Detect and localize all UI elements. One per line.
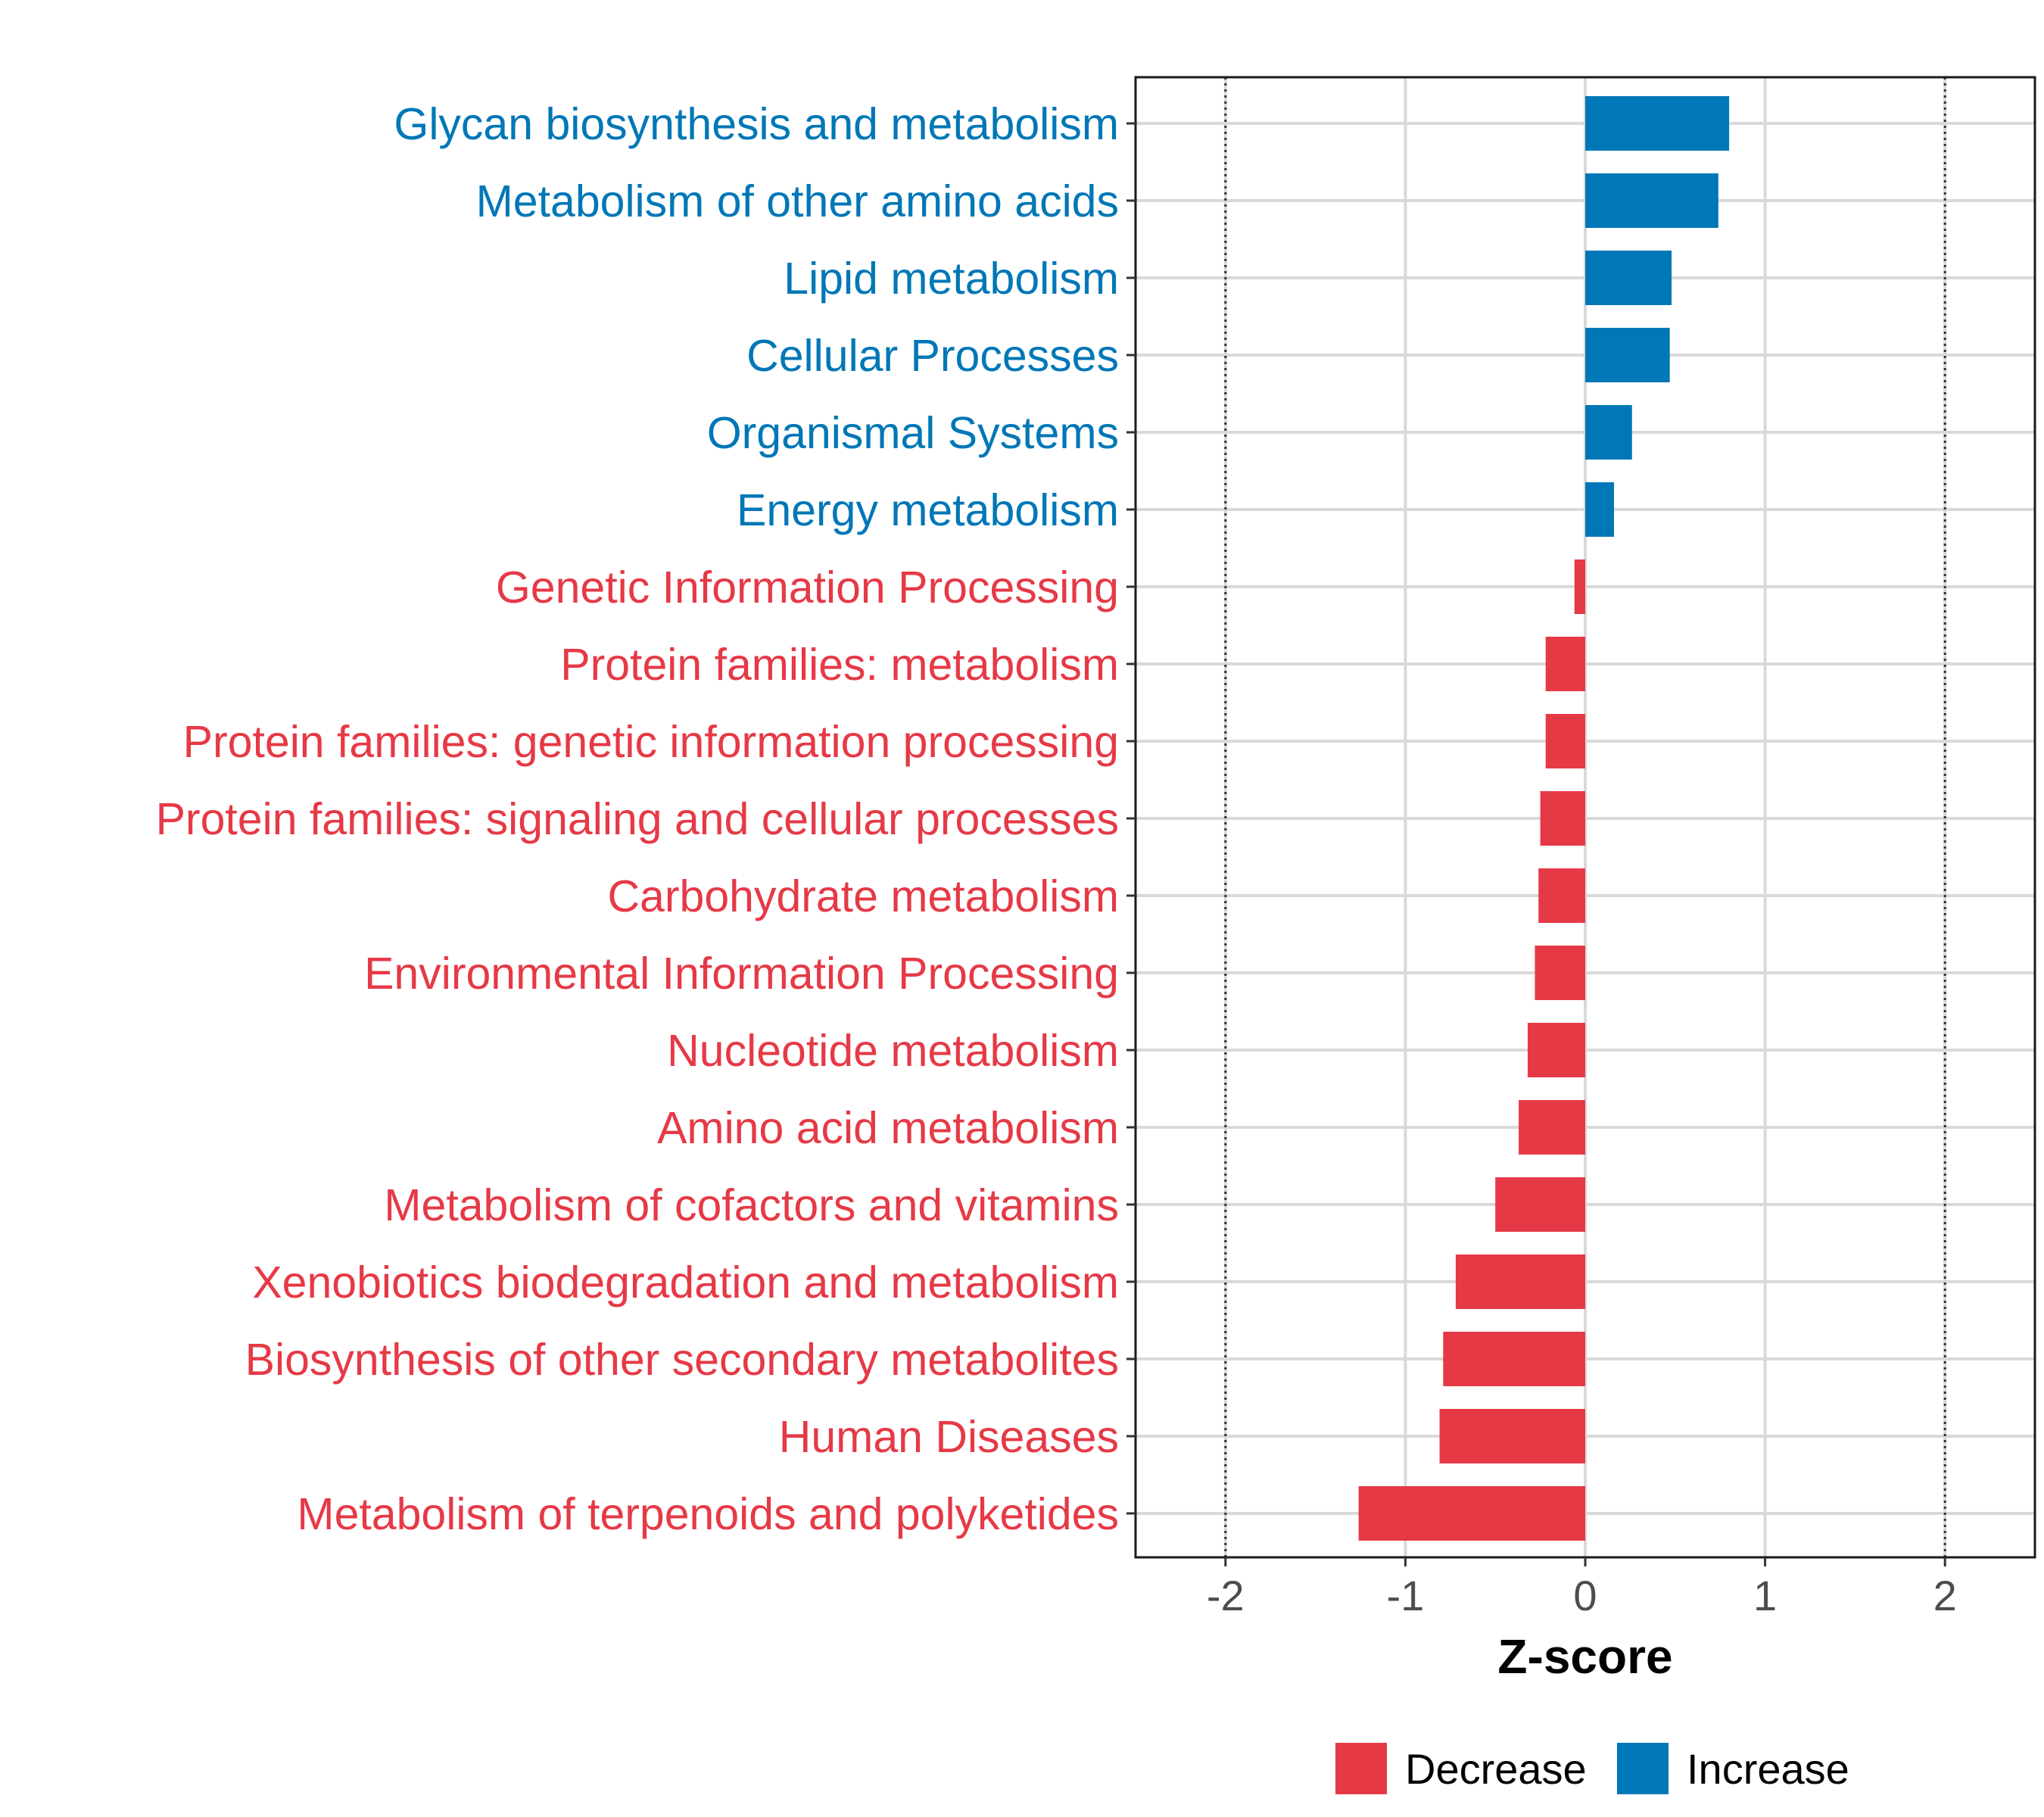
category-label-11: Environmental Information Processing <box>364 949 1119 999</box>
bar-4 <box>1585 405 1632 460</box>
legend-label-decrease: Decrease <box>1405 1745 1587 1793</box>
bar-3 <box>1585 328 1670 382</box>
bar-18 <box>1358 1486 1585 1541</box>
x-tick-label-3: 1 <box>1753 1572 1777 1619</box>
category-label-6: Genetic Information Processing <box>496 563 1119 612</box>
x-tick-label-1: -1 <box>1387 1572 1425 1619</box>
bar-15 <box>1455 1254 1585 1309</box>
legend-swatch-increase <box>1617 1743 1669 1794</box>
x-tick-label-4: 2 <box>1933 1572 1957 1619</box>
category-label-15: Xenobiotics biodegradation and metabolis… <box>252 1258 1119 1307</box>
category-label-8: Protein families: genetic information pr… <box>183 717 1119 767</box>
x-axis-title: Z-score <box>1497 1629 1672 1684</box>
legend: Decrease Increase <box>1335 1743 1849 1794</box>
category-label-12: Nucleotide metabolism <box>667 1026 1119 1076</box>
reference-lines <box>1224 77 1946 1557</box>
bar-17 <box>1439 1409 1585 1463</box>
legend-label-increase: Increase <box>1687 1745 1849 1793</box>
x-axis-tick-labels: -2 -1 0 1 2 <box>1207 1572 1957 1619</box>
bars <box>1358 96 1730 1541</box>
bar-0 <box>1585 96 1730 151</box>
category-label-10: Carbohydrate metabolism <box>607 871 1119 921</box>
bar-13 <box>1519 1100 1585 1155</box>
bar-12 <box>1527 1023 1585 1077</box>
bar-11 <box>1535 946 1585 1000</box>
category-label-16: Biosynthesis of other secondary metaboli… <box>245 1335 1119 1385</box>
category-label-18: Metabolism of terpenoids and polyketides <box>297 1489 1119 1539</box>
category-label-1: Metabolism of other amino acids <box>476 176 1119 226</box>
bar-16 <box>1443 1332 1585 1386</box>
bar-7 <box>1545 637 1585 691</box>
bar-9 <box>1540 791 1585 846</box>
bar-14 <box>1495 1177 1585 1232</box>
bar-8 <box>1545 714 1585 768</box>
category-label-14: Metabolism of cofactors and vitamins <box>384 1180 1119 1230</box>
x-tick-label-2: 0 <box>1573 1572 1597 1619</box>
category-label-4: Organismal Systems <box>707 408 1119 458</box>
category-label-0: Glycan biosynthesis and metabolism <box>394 99 1119 149</box>
x-axis-ticks <box>1224 1557 1946 1566</box>
bar-2 <box>1585 251 1672 305</box>
bar-6 <box>1574 559 1585 614</box>
category-label-5: Energy metabolism <box>737 485 1119 535</box>
category-label-7: Protein families: metabolism <box>560 640 1119 690</box>
category-label-17: Human Diseases <box>779 1412 1119 1462</box>
bar-5 <box>1585 482 1615 537</box>
legend-swatch-decrease <box>1335 1743 1387 1794</box>
x-tick-label-0: -2 <box>1207 1572 1245 1619</box>
category-label-9: Protein families: signaling and cellular… <box>156 794 1119 844</box>
category-label-13: Amino acid metabolism <box>657 1103 1119 1153</box>
y-axis-ticks <box>1126 122 1136 1515</box>
bar-10 <box>1538 868 1585 923</box>
category-label-2: Lipid metabolism <box>784 254 1119 304</box>
category-labels: Glycan biosynthesis and metabolism Metabo… <box>156 99 1119 1539</box>
bar-1 <box>1585 173 1718 228</box>
category-label-3: Cellular Processes <box>746 331 1119 381</box>
